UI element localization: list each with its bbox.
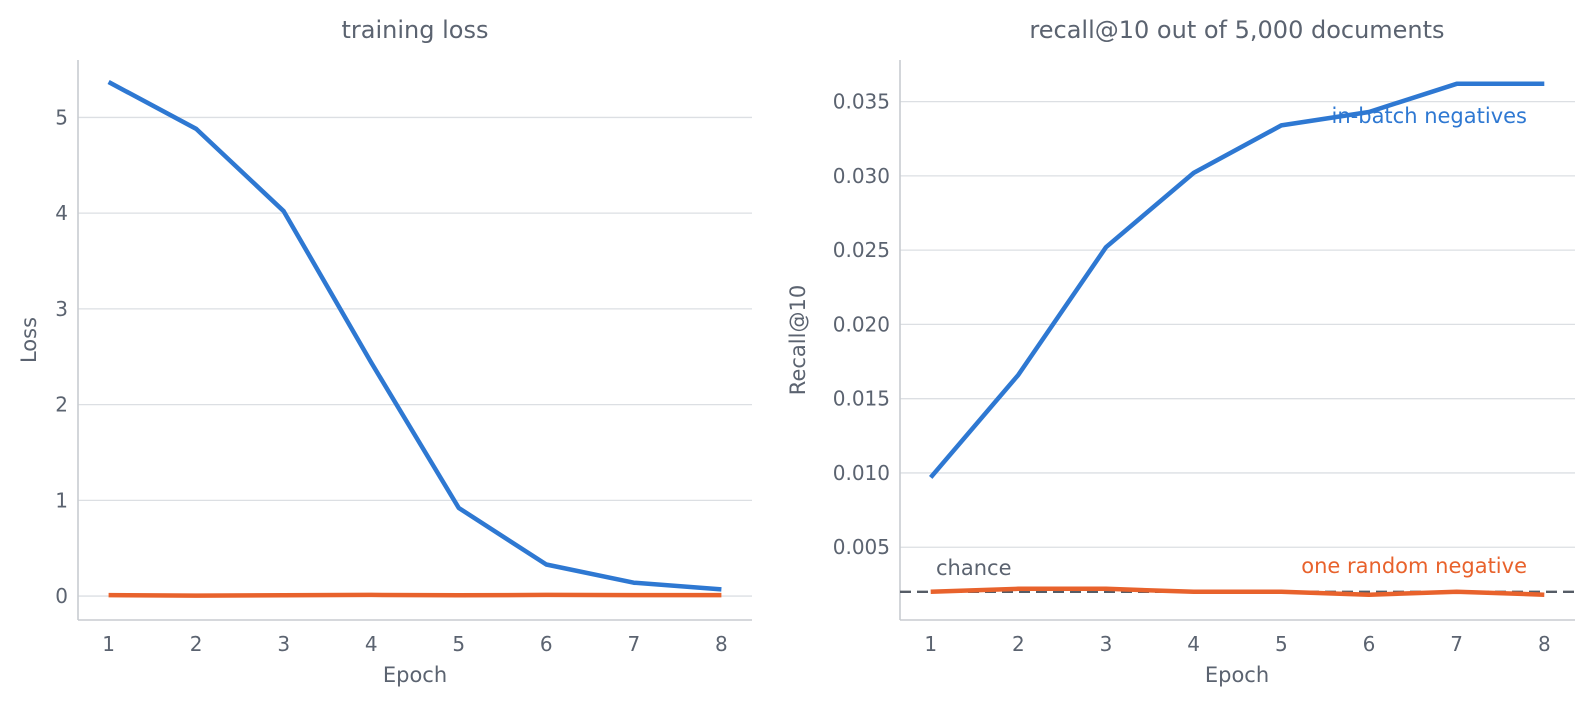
y-tick-label: 0.010: [833, 461, 890, 485]
x-tick-label: 8: [1538, 632, 1551, 656]
x-tick-labels: 1 2 3 4 5 6 7 8: [102, 632, 727, 656]
x-tick-label: 1: [102, 632, 115, 656]
series-lines: [107, 80, 722, 598]
y-tick-label: 0.020: [833, 312, 890, 336]
y-tick-label: 0: [55, 584, 68, 608]
x-tick-label: 5: [1275, 632, 1288, 656]
series-label-random: one random negative: [1301, 554, 1527, 578]
x-tick-label: 1: [924, 632, 937, 656]
y-tick-label: 0.015: [833, 387, 890, 411]
y-tick-label: 0.030: [833, 164, 890, 188]
series-label-in-batch: in-batch negatives: [1332, 104, 1527, 128]
chance-annotation: chance: [936, 556, 1012, 580]
training-loss-panel: 0 1 2 3 4 5 1 2 3 4 5 6 7 8 training loss Epoch Loss: [17, 16, 752, 687]
y-tick-label: 4: [55, 201, 68, 225]
grid-lines: [78, 116, 752, 597]
y-axis-label: Recall@10: [786, 285, 810, 395]
x-tick-labels: 1 2 3 4 5 6 7 8: [924, 632, 1550, 656]
x-axis-label: Epoch: [383, 663, 447, 687]
y-tick-label: 1: [55, 488, 68, 512]
chart-title: training loss: [342, 16, 489, 44]
chart-title: recall@10 out of 5,000 documents: [1029, 16, 1444, 44]
x-tick-label: 3: [277, 632, 290, 656]
x-tick-label: 7: [1450, 632, 1463, 656]
series-line-a: [928, 81, 1545, 479]
x-tick-label: 2: [190, 632, 203, 656]
series-line-b: [108, 592, 722, 598]
x-tick-label: 5: [452, 632, 465, 656]
recall-panel: 0.005 0.010 0.015 0.020 0.025 0.030 0.035 1 2 3 4…: [786, 16, 1575, 687]
y-tick-label: 3: [55, 297, 68, 321]
y-axis-label: Loss: [17, 317, 41, 363]
y-tick-label: 2: [55, 393, 68, 417]
y-tick-label: 0.005: [833, 535, 890, 559]
x-tick-label: 4: [365, 632, 378, 656]
x-tick-label: 3: [1100, 632, 1113, 656]
grid-lines: [900, 100, 1575, 548]
series-lines: [928, 81, 1545, 597]
y-tick-label: 0.025: [833, 238, 890, 262]
x-tick-label: 6: [540, 632, 553, 656]
y-tick-labels: 0.005 0.010 0.015 0.020 0.025 0.030 0.035: [833, 90, 890, 560]
x-axis-label: Epoch: [1205, 663, 1269, 687]
y-tick-labels: 0 1 2 3 4 5: [55, 105, 68, 608]
x-tick-label: 6: [1363, 632, 1376, 656]
x-tick-label: 7: [627, 632, 640, 656]
y-tick-label: 0.035: [833, 90, 890, 114]
y-tick-label: 5: [55, 105, 68, 129]
series-line-b: [930, 586, 1545, 597]
x-tick-label: 8: [715, 632, 728, 656]
x-tick-label: 2: [1012, 632, 1025, 656]
series-line-a: [107, 80, 722, 592]
x-tick-label: 4: [1187, 632, 1200, 656]
